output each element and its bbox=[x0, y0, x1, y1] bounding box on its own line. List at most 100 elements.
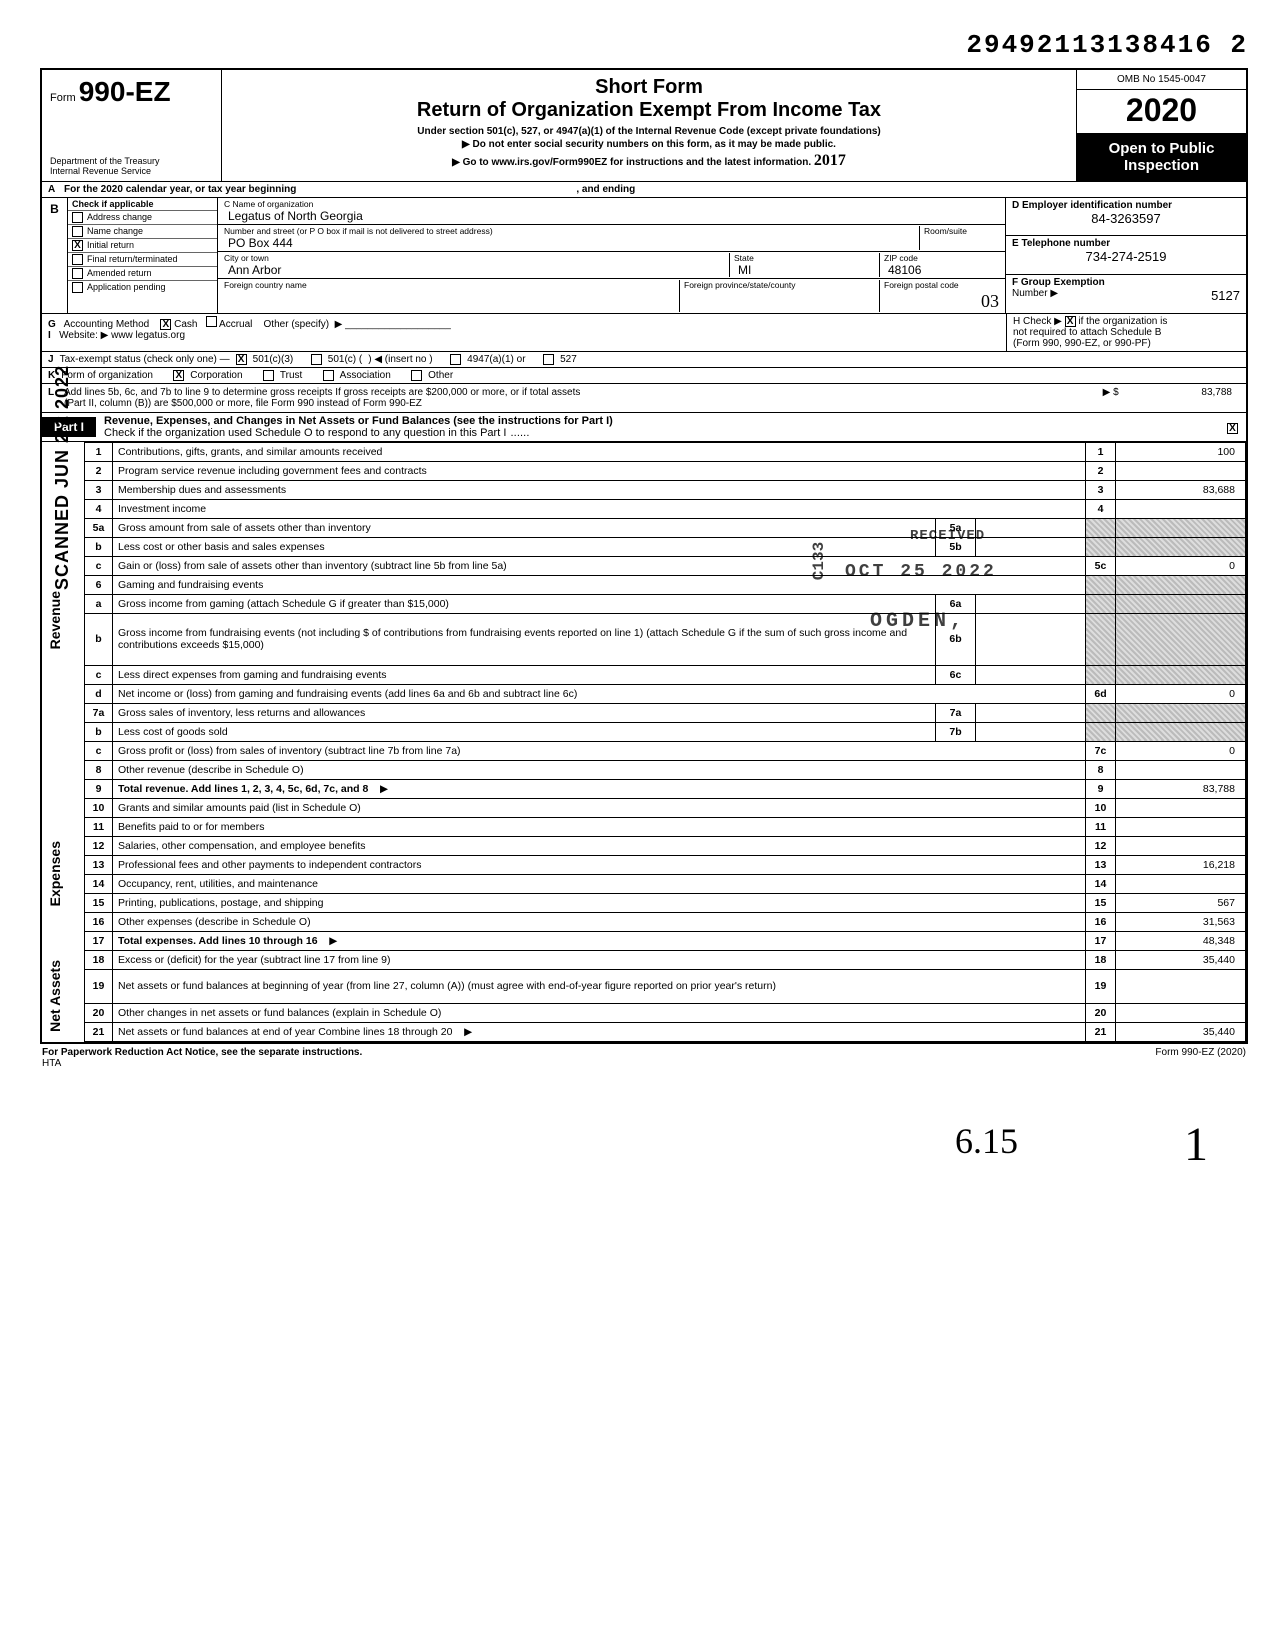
row-j: J Tax-exempt status (check only one) — X… bbox=[42, 352, 1246, 368]
section-revenue: Revenue bbox=[47, 591, 63, 649]
subhead-1: Under section 501(c), 527, or 4947(a)(1)… bbox=[230, 126, 1068, 137]
line-6d: dNet income or (loss) from gaming and fu… bbox=[42, 684, 1246, 703]
chk-association[interactable] bbox=[323, 370, 334, 381]
org-address: PO Box 444 bbox=[228, 236, 919, 250]
tax-year: 2020 bbox=[1077, 90, 1246, 134]
chk-cash[interactable]: X bbox=[160, 319, 171, 330]
form-label: Form bbox=[50, 92, 76, 104]
rowA-text2: , and ending bbox=[576, 184, 635, 195]
opt-501c3: 501(c)(3) bbox=[253, 354, 294, 365]
row-g-i-h: G Accounting Method X Cash Accrual Other… bbox=[42, 314, 1246, 352]
hand-year: 2017 bbox=[814, 152, 846, 169]
line-8: 8Other revenue (describe in Schedule O) … bbox=[42, 760, 1246, 779]
chk-initial-return[interactable]: XInitial return bbox=[68, 239, 217, 253]
f-label2: Number ▶ bbox=[1012, 288, 1058, 299]
line-10: Expenses 10Grants and similar amounts pa… bbox=[42, 798, 1246, 817]
chk-address-change[interactable]: Address change bbox=[68, 211, 217, 225]
chk-application-pending-label: Application pending bbox=[87, 282, 166, 292]
row-l: L Add lines 5b, 6c, and 7b to line 9 to … bbox=[42, 384, 1246, 413]
form-header: Form 990-EZ Department of the Treasury I… bbox=[42, 70, 1246, 182]
k-text: Form of organization bbox=[61, 370, 153, 381]
line-9-desc: Total revenue. Add lines 1, 2, 3, 4, 5c,… bbox=[118, 783, 368, 795]
chk-final-return[interactable]: Final return/terminated bbox=[68, 253, 217, 267]
chk-amended-return[interactable]: Amended return bbox=[68, 267, 217, 281]
line-3: 3Membership dues and assessments 383,688 bbox=[42, 480, 1246, 499]
line-6b: bGross income from fundraising events (n… bbox=[42, 613, 1246, 665]
line-7c: cGross profit or (loss) from sales of in… bbox=[42, 741, 1246, 760]
phone: 734-274-2519 bbox=[1012, 249, 1240, 264]
label-b: B bbox=[42, 198, 68, 313]
check-header: Check if applicable bbox=[68, 198, 217, 211]
lines-table: Revenue 1Contributions, gifts, grants, a… bbox=[42, 442, 1246, 1042]
org-city: Ann Arbor bbox=[228, 263, 729, 277]
line-5c: cGain or (loss) from sale of assets othe… bbox=[42, 556, 1246, 575]
row-a: A For the 2020 calendar year, or tax yea… bbox=[42, 182, 1246, 198]
chk-name-change[interactable]: Name change bbox=[68, 225, 217, 239]
hta: HTA bbox=[42, 1058, 61, 1069]
opt-trust: Trust bbox=[280, 370, 302, 381]
foreign-postal-label: Foreign postal code bbox=[884, 280, 959, 290]
line-20: 20Other changes in net assets or fund ba… bbox=[42, 1003, 1246, 1022]
line-7b: bLess cost of goods sold 7b bbox=[42, 722, 1246, 741]
chk-other-org[interactable] bbox=[411, 370, 422, 381]
line-12: 12Salaries, other compensation, and empl… bbox=[42, 836, 1246, 855]
row-k: K Form of organization X Corporation Tru… bbox=[42, 368, 1246, 384]
right-info: D Employer identification number 84-3263… bbox=[1006, 198, 1246, 313]
chk-501c3[interactable]: X bbox=[236, 354, 247, 365]
org-name: Legatus of North Georgia bbox=[228, 209, 999, 223]
org-info: C Name of organization Legatus of North … bbox=[218, 198, 1006, 313]
chk-h[interactable]: X bbox=[1065, 316, 1076, 327]
room-label: Room/suite bbox=[924, 226, 967, 236]
line-2: 2Program service revenue including gover… bbox=[42, 461, 1246, 480]
header-right: OMB No 1545-0047 2020 Open to Public Ins… bbox=[1076, 70, 1246, 181]
line-18: Net Assets 18Excess or (deficit) for the… bbox=[42, 950, 1246, 969]
city-label: City or town bbox=[224, 253, 729, 263]
chk-part-i-schedule-o[interactable]: X bbox=[1227, 423, 1238, 434]
website: Website: ▶ www legatus.org bbox=[59, 330, 185, 341]
handwritten-615: 6.15 bbox=[955, 1120, 1018, 1162]
subhead-2: Do not enter social security numbers on … bbox=[230, 139, 1068, 150]
chk-initial-return-label: Initial return bbox=[87, 240, 134, 250]
addr-label: Number and street (or P O box if mail is… bbox=[224, 226, 919, 236]
foreign-country-label: Foreign country name bbox=[224, 280, 307, 290]
chk-4947[interactable] bbox=[450, 354, 461, 365]
form-990ez: Form 990-EZ Department of the Treasury I… bbox=[40, 68, 1248, 1044]
rowA-text: For the 2020 calendar year, or tax year … bbox=[64, 184, 296, 195]
c-label: C Name of organization bbox=[224, 199, 999, 209]
section-netassets: Net Assets bbox=[47, 960, 63, 1032]
line-15: 15Printing, publications, postage, and s… bbox=[42, 893, 1246, 912]
f-label: F Group Exemption bbox=[1012, 277, 1240, 288]
opt-501c: 501(c) ( bbox=[328, 354, 362, 365]
label-g: G bbox=[48, 319, 56, 330]
check-if-applicable: Check if applicable Address change Name … bbox=[68, 198, 218, 313]
opt-corporation: Corporation bbox=[190, 370, 242, 381]
goto-text: Go to www.irs.gov/Form990EZ for instruct… bbox=[463, 157, 812, 168]
open-line2: Inspection bbox=[1081, 157, 1242, 174]
line-19: 19Net assets or fund balances at beginni… bbox=[42, 969, 1246, 1003]
opt-association: Association bbox=[340, 370, 391, 381]
l-text1: Add lines 5b, 6c, and 7b to line 9 to de… bbox=[64, 387, 1103, 398]
line-13: 13Professional fees and other payments t… bbox=[42, 855, 1246, 874]
chk-accrual[interactable] bbox=[206, 316, 217, 327]
chk-527[interactable] bbox=[543, 354, 554, 365]
paperwork-notice: For Paperwork Reduction Act Notice, see … bbox=[42, 1047, 362, 1058]
line-6: 6Gaming and fundraising events bbox=[42, 575, 1246, 594]
omb-number: OMB No 1545-0047 bbox=[1077, 70, 1246, 90]
accrual-label: Accrual bbox=[219, 319, 252, 330]
chk-final-return-label: Final return/terminated bbox=[87, 254, 178, 264]
org-state: MI bbox=[738, 263, 879, 277]
other-specify-label: Other (specify) bbox=[264, 319, 330, 330]
chk-trust[interactable] bbox=[263, 370, 274, 381]
chk-corporation[interactable]: X bbox=[173, 370, 184, 381]
h-text1: H Check ▶ bbox=[1013, 316, 1062, 327]
chk-501c[interactable] bbox=[311, 354, 322, 365]
insert-no: ) ◀ (insert no ) bbox=[368, 354, 432, 365]
line-17: 17Total expenses. Add lines 10 through 1… bbox=[42, 931, 1246, 950]
form-number: 990-EZ bbox=[79, 76, 171, 107]
chk-name-change-label: Name change bbox=[87, 226, 143, 236]
part-i-header: Part I Revenue, Expenses, and Changes in… bbox=[42, 413, 1246, 442]
line-4: 4Investment income 4 bbox=[42, 499, 1246, 518]
chk-application-pending[interactable]: Application pending bbox=[68, 281, 217, 294]
open-line1: Open to Public bbox=[1081, 140, 1242, 157]
accounting-method-label: Accounting Method bbox=[64, 319, 150, 330]
